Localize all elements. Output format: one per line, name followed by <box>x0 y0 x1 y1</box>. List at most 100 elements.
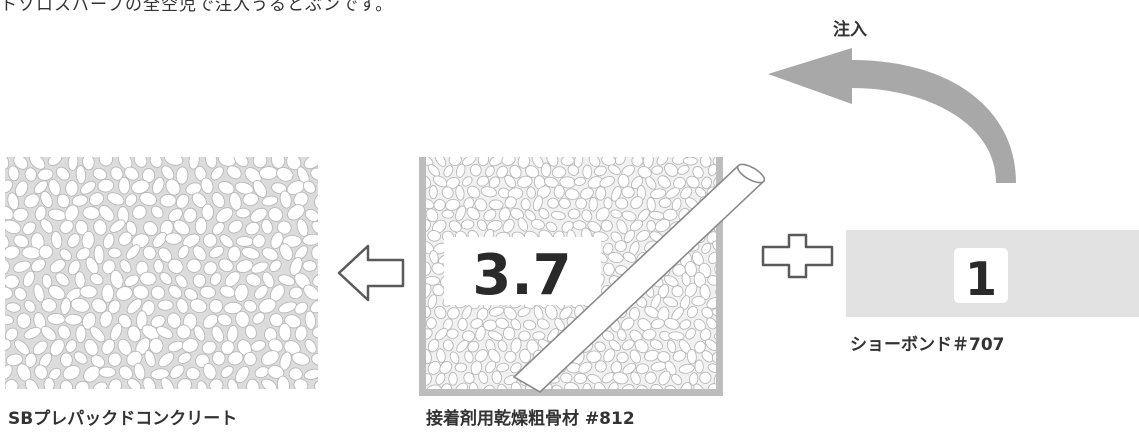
aggregate-stone <box>144 350 156 368</box>
aggregate-stone <box>131 179 150 194</box>
aggregate-stone <box>89 326 106 343</box>
aggregate-stone <box>668 331 685 341</box>
aggregate-stone <box>622 251 637 263</box>
aggregate-stone <box>168 284 183 299</box>
aggregate-stone <box>664 162 679 177</box>
aggregate-stone <box>102 233 115 250</box>
aggregate-stone <box>426 261 432 276</box>
aggregate-stone <box>269 259 282 273</box>
aggregate-stone <box>252 312 266 325</box>
aggregate-stone <box>139 271 157 286</box>
aggregate-stone <box>67 157 79 172</box>
aggregate-stone <box>215 207 234 224</box>
aggregate-stone <box>302 260 317 272</box>
aggregate-stone <box>610 361 623 374</box>
aggregate-stone <box>201 340 217 355</box>
aggregate-stone <box>277 274 296 286</box>
aggregate-stone <box>188 157 200 170</box>
aggregate-stone <box>575 197 587 210</box>
aggregate-stone <box>467 340 480 353</box>
aggregate-stone <box>543 176 559 188</box>
aggregate-stone <box>581 209 593 222</box>
aggregate-stone <box>186 258 202 273</box>
aggregate-stone <box>662 208 678 221</box>
aggregate-ratio-bg <box>444 237 601 305</box>
aggregate-stone <box>449 351 460 364</box>
aggregate-stone <box>470 360 483 376</box>
aggregate-stone <box>23 193 40 209</box>
aggregate-stone <box>558 197 571 209</box>
aggregate-stone <box>441 383 453 389</box>
aggregate-stone <box>463 197 475 210</box>
aggregate-stone <box>217 313 233 327</box>
aggregate-stone <box>142 245 157 261</box>
aggregate-stone <box>434 157 447 167</box>
aggregate-stone <box>510 381 522 389</box>
aggregate-stone <box>567 164 579 176</box>
aggregate-stone <box>228 219 243 234</box>
aggregate-stone <box>680 381 692 389</box>
aggregate-stone <box>517 217 529 232</box>
aggregate-stone <box>13 287 27 301</box>
aggregate-stone <box>200 177 214 194</box>
aggregate-stone <box>682 157 698 166</box>
aggregate-stone <box>38 244 53 260</box>
aggregate-stone <box>75 380 90 389</box>
aggregate-stone <box>595 207 610 222</box>
aggregate-stone <box>252 234 266 249</box>
aggregate-stone <box>480 186 497 198</box>
aggregate-stone <box>630 196 644 210</box>
aggregate-stone <box>614 157 626 166</box>
aggregate-stone <box>517 157 531 169</box>
aggregate-stone <box>124 274 140 287</box>
aggregate-stone <box>701 242 712 254</box>
aggregate-stone <box>102 259 116 275</box>
aggregate-stone <box>115 286 133 301</box>
aggregate-stone <box>132 205 147 220</box>
aggregate-stone <box>477 157 490 167</box>
aggregate-stone <box>686 348 697 365</box>
aggregate-stone <box>441 186 454 199</box>
aggregate-stone <box>426 208 439 223</box>
aggregate-stone <box>183 288 198 301</box>
aggregate-stone <box>65 179 79 197</box>
intro-text: トゾロスパープの全空児で注入うるとぶンです。 <box>0 0 394 15</box>
aggregate-stone <box>57 324 71 340</box>
aggregate-stone <box>510 318 522 331</box>
aggregate-stone <box>616 219 628 235</box>
aggregate-stone <box>5 219 22 235</box>
aggregate-stone <box>5 245 21 260</box>
aggregate-stone <box>254 285 269 300</box>
aggregate-stone <box>22 221 37 236</box>
aggregate-stone <box>692 166 704 179</box>
aggregate-stone <box>165 178 181 196</box>
aggregate-stone <box>518 330 531 342</box>
aggregate-stone <box>654 218 671 233</box>
aggregate-stone <box>169 364 185 379</box>
aggregate-stone <box>107 247 122 259</box>
aggregate-stone <box>59 248 72 262</box>
aggregate-stone <box>75 324 87 344</box>
aggregate-stone <box>245 221 260 236</box>
aggregate-stone <box>426 373 433 387</box>
aggregate-stone <box>153 259 164 274</box>
aggregate-stone <box>433 199 446 211</box>
aggregate-stone <box>455 205 466 222</box>
bond-ratio-value: 1 <box>965 252 997 306</box>
aggregate-stone <box>262 271 275 289</box>
aggregate-stone <box>208 245 225 259</box>
aggregate-stone <box>573 372 588 384</box>
aggregate-stone <box>426 283 432 299</box>
aggregate-stone <box>258 298 277 314</box>
aggregate-stone <box>582 382 592 389</box>
bond-label: ショーボンド＃707 <box>850 335 1005 355</box>
aggregate-stone <box>49 259 66 274</box>
aggregate-stone <box>203 261 218 276</box>
aggregate-stone <box>33 283 45 303</box>
aggregate-stone <box>175 166 189 185</box>
aggregate-stone <box>98 157 113 167</box>
aggregate-stone <box>83 365 101 383</box>
aggregate-stone <box>469 163 482 177</box>
aggregate-stone <box>689 372 699 386</box>
aggregate-stone <box>713 372 716 388</box>
